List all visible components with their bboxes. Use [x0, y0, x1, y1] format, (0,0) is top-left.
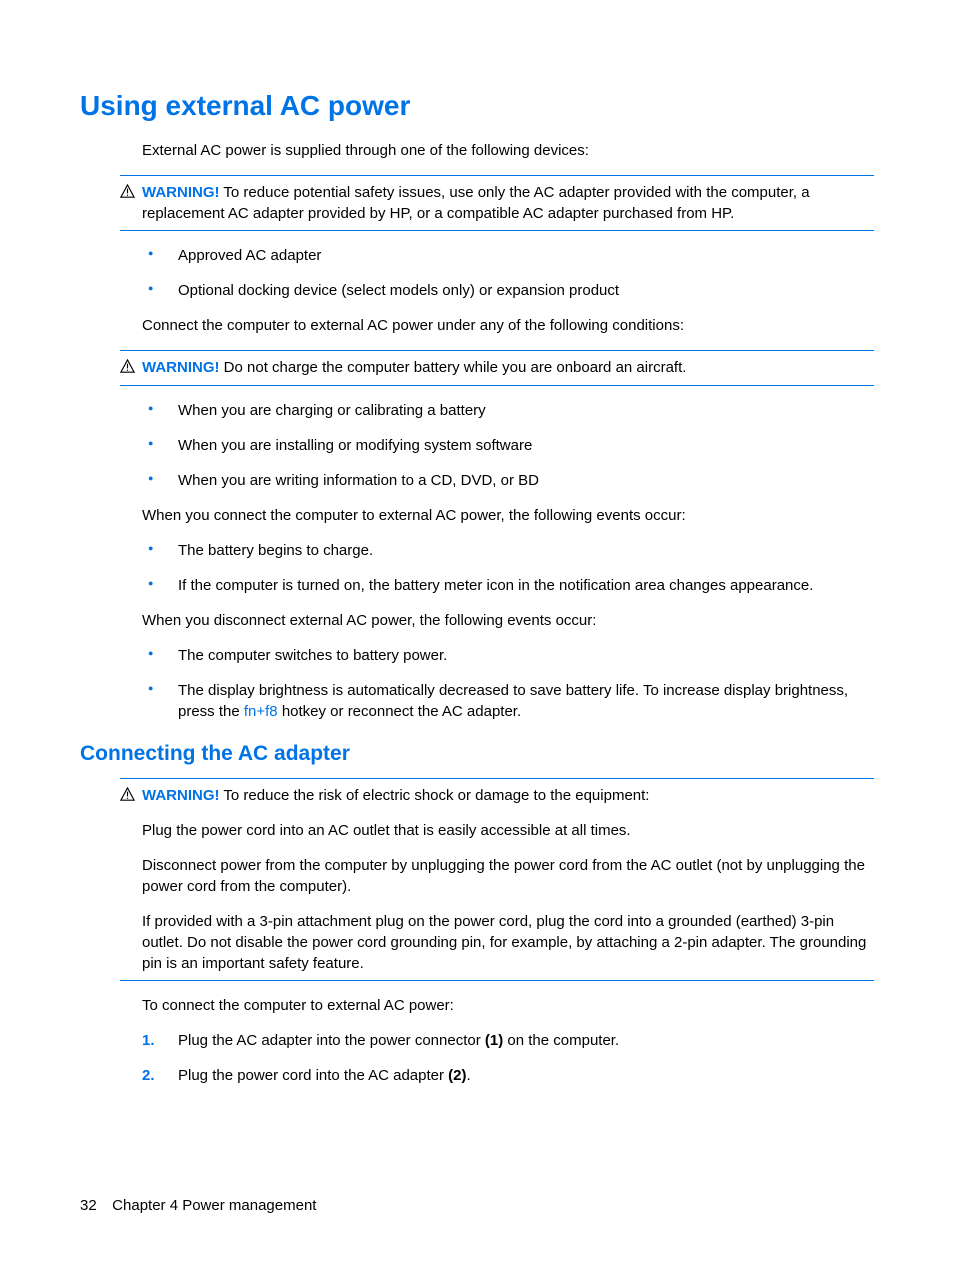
hotkey-fn-f8: fn+f8 [244, 703, 278, 720]
list-item: Approved AC adapter [142, 245, 874, 266]
page-footer: 32 Chapter 4 Power management [80, 1197, 316, 1214]
warning-label: WARNING! [142, 184, 220, 201]
step-1: Plug the AC adapter into the power conne… [142, 1030, 874, 1051]
intro-paragraph: External AC power is supplied through on… [142, 140, 874, 161]
warning-box-2: WARNING! Do not charge the computer batt… [120, 350, 874, 386]
connect-steps-list: Plug the AC adapter into the power conne… [142, 1030, 874, 1086]
list-item: The battery begins to charge. [142, 540, 874, 561]
list-item: The display brightness is automatically … [142, 680, 874, 722]
warning-3-line2: Plug the power cord into an AC outlet th… [142, 820, 874, 841]
list-item: When you are installing or modifying sys… [142, 435, 874, 456]
document-page: Using external AC power External AC powe… [0, 0, 954, 1270]
warning-3-line1: To reduce the risk of electric shock or … [223, 787, 649, 804]
conditions-paragraph: Connect the computer to external AC powe… [142, 315, 874, 336]
step-2: Plug the power cord into the AC adapter … [142, 1065, 874, 1086]
connect-events-paragraph: When you connect the computer to externa… [142, 505, 874, 526]
device-list: Approved AC adapter Optional docking dev… [142, 245, 874, 301]
step-1-pre: Plug the AC adapter into the power conne… [178, 1032, 485, 1049]
warning-triangle-icon [120, 785, 142, 974]
list-item: When you are writing information to a CD… [142, 470, 874, 491]
warning-triangle-icon [120, 182, 142, 224]
warning-label: WARNING! [142, 787, 220, 804]
disconnect-events-paragraph: When you disconnect external AC power, t… [142, 610, 874, 631]
list-item: The computer switches to battery power. [142, 645, 874, 666]
step-2-post: . [467, 1067, 471, 1084]
list-item: If the computer is turned on, the batter… [142, 575, 874, 596]
conditions-list: When you are charging or calibrating a b… [142, 400, 874, 491]
step-2-ref: (2) [448, 1067, 466, 1084]
warning-3-line3: Disconnect power from the computer by un… [142, 855, 874, 897]
warning-3-line4: If provided with a 3-pin attachment plug… [142, 911, 874, 974]
list-item: Optional docking device (select models o… [142, 280, 874, 301]
warning-triangle-icon [120, 357, 142, 379]
connect-events-list: The battery begins to charge. If the com… [142, 540, 874, 596]
step-1-ref: (1) [485, 1032, 503, 1049]
warning-label: WARNING! [142, 359, 220, 376]
warning-box-1: WARNING! To reduce potential safety issu… [120, 175, 874, 231]
brightness-text-post: hotkey or reconnect the AC adapter. [278, 703, 522, 720]
warning-1-text: To reduce potential safety issues, use o… [142, 184, 810, 222]
step-2-pre: Plug the power cord into the AC adapter [178, 1067, 448, 1084]
disconnect-events-list: The computer switches to battery power. … [142, 645, 874, 722]
list-item: When you are charging or calibrating a b… [142, 400, 874, 421]
warning-box-3: WARNING! To reduce the risk of electric … [120, 778, 874, 981]
page-number: 32 [80, 1197, 108, 1214]
heading-using-external-ac-power: Using external AC power [80, 90, 874, 122]
chapter-label: Chapter 4 Power management [112, 1197, 316, 1214]
connect-steps-intro: To connect the computer to external AC p… [142, 995, 874, 1016]
warning-2-text: Do not charge the computer battery while… [224, 359, 687, 376]
step-1-post: on the computer. [503, 1032, 619, 1049]
heading-connecting-ac-adapter: Connecting the AC adapter [80, 742, 874, 766]
